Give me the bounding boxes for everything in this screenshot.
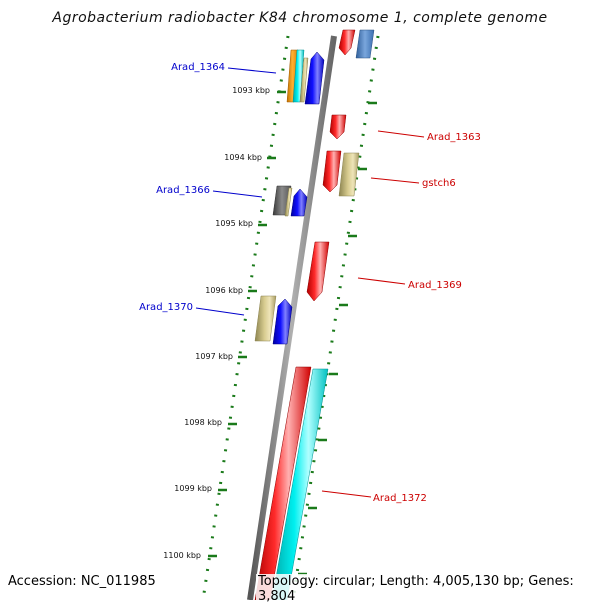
gene-khaki-gstch6[interactable] [338, 152, 360, 197]
gene-label-arad-1372[interactable]: Arad_1372 [373, 493, 427, 504]
callout-arad-1366 [212, 190, 263, 198]
scale-label-1097: 1097 kbp [195, 352, 233, 361]
gene-red-top[interactable] [338, 29, 356, 56]
gene-steelblue-top[interactable] [355, 29, 375, 59]
gene-khaki-small[interactable] [299, 57, 309, 103]
gene-khaki-1370[interactable] [254, 295, 277, 342]
gene-red-gstch6[interactable] [322, 150, 342, 193]
gene-label-arad-1363[interactable]: Arad_1363 [427, 132, 481, 143]
gene-khaki-1366[interactable] [284, 187, 293, 217]
gene-red-1369[interactable] [306, 241, 330, 302]
chromosome-backbone [247, 35, 337, 600]
map-title: Agrobacterium radiobacter K84 chromosome… [52, 10, 548, 26]
scale-label-1100: 1100 kbp [163, 551, 201, 560]
gene-blue-1370[interactable] [272, 298, 293, 345]
topology-text: Topology: circular; Length: 4,005,130 bp… [256, 574, 600, 604]
gene-label-arad-1370[interactable]: Arad_1370 [139, 302, 193, 313]
scale-label-1096: 1096 kbp [205, 286, 243, 295]
gene-label-arad-1364[interactable]: Arad_1364 [171, 62, 225, 73]
scale-label-1093: 1093 kbp [232, 86, 270, 95]
major-ticks-left [208, 90, 286, 558]
gene-blue-1366[interactable] [290, 188, 308, 217]
callout-arad-1370 [195, 307, 245, 316]
accession-text: Accession: NC_011985 [6, 574, 158, 589]
gene-label-gstch6[interactable]: gstch6 [422, 178, 456, 189]
scale-label-1094: 1094 kbp [224, 153, 262, 162]
callout-arad-1363 [377, 130, 425, 138]
callout-arad-1372 [321, 490, 372, 498]
callout-arad-1369 [357, 277, 406, 285]
gene-red-1372[interactable] [254, 366, 312, 600]
scale-label-1098: 1098 kbp [184, 418, 222, 427]
gene-red-1363[interactable] [329, 114, 347, 140]
callout-gstch6 [370, 177, 420, 184]
gene-label-arad-1366[interactable]: Arad_1366 [156, 185, 210, 196]
gene-cyan-1372[interactable] [271, 368, 329, 600]
scale-label-1099: 1099 kbp [174, 484, 212, 493]
gene-label-arad-1369[interactable]: Arad_1369 [408, 280, 462, 291]
gene-blue-1364[interactable] [304, 51, 325, 105]
callout-arad-1364 [227, 67, 277, 74]
scale-label-1095: 1095 kbp [215, 219, 253, 228]
